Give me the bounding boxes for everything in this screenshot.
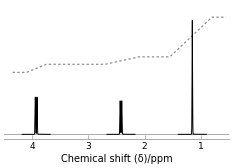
X-axis label: Chemical shift (δ)/ppm: Chemical shift (δ)/ppm xyxy=(61,154,172,164)
